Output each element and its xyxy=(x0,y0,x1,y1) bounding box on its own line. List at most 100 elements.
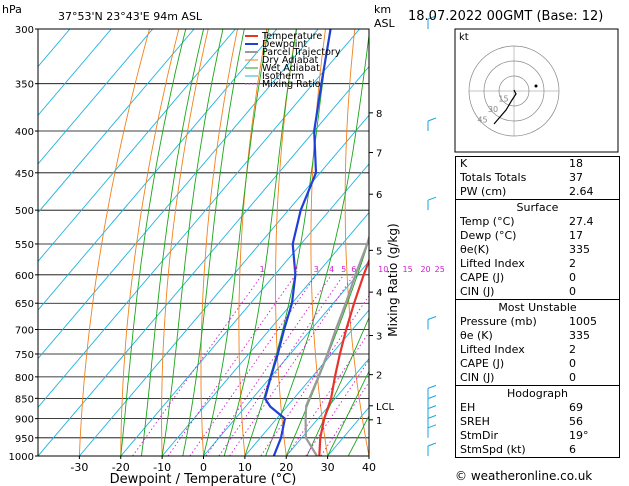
surface-row: Dewp (°C) 17 xyxy=(456,229,619,243)
isotherm-line xyxy=(38,29,278,311)
surface-row: θe(K) 335 xyxy=(456,243,619,257)
mixing-ratio-line xyxy=(229,274,355,456)
wind-barb-flag xyxy=(427,424,437,429)
mixing-ratio-line xyxy=(305,359,369,456)
surface-row: CAPE (J) 0 xyxy=(456,271,619,285)
mixing-ratio-line xyxy=(205,274,332,456)
altitude-tick-label: 8 xyxy=(376,109,382,120)
hodograph-kt-label: kt xyxy=(459,32,469,43)
altitude-tick-label: 2 xyxy=(376,371,382,382)
temperature-tick-label: -20 xyxy=(112,461,130,474)
altitude-tick-label: 1 xyxy=(376,416,382,427)
wind-barb-flag xyxy=(427,384,437,389)
surface-label: CAPE (J) xyxy=(460,271,505,284)
indices-panel: K 18 Totals Totals 37 PW (cm) 2.64 Surface Te… xyxy=(455,156,620,458)
wet-adiabat-line xyxy=(120,29,187,456)
index-value: 37 xyxy=(569,171,583,184)
wind-barb-flag xyxy=(427,414,437,419)
surface-label: Lifted Index xyxy=(460,257,525,270)
most-unstable-label: CAPE (J) xyxy=(460,357,505,370)
hodograph-stat-label: SREH xyxy=(460,415,490,428)
hodograph-frame xyxy=(454,28,619,153)
most-unstable-label: θe (K) xyxy=(460,329,493,342)
mixing-ratio-line xyxy=(132,274,263,456)
legend-entry: Temperature xyxy=(261,31,322,42)
isotherm-line xyxy=(38,29,112,116)
pressure-tick-label: 750 xyxy=(15,350,34,361)
pressure-tick-label: 800 xyxy=(15,373,34,384)
hodograph-stat-label: StmDir xyxy=(460,429,499,442)
axes: 1 2 3 4 5 6 10 15 20 2530035040045050055060065070… xyxy=(9,25,445,474)
parcel-trajectory-profile xyxy=(304,234,369,456)
pressure-tick-label: 650 xyxy=(15,299,34,310)
dry-adiabat-line xyxy=(78,29,150,456)
hodograph-storm-marker xyxy=(534,84,538,88)
legend-entry: Dewpoint xyxy=(262,39,307,50)
mixing-ratio-label: 25 xyxy=(435,265,445,274)
hodograph-stat-row: SREH 56 xyxy=(456,415,619,429)
wind-barb-flag xyxy=(427,316,437,320)
wet-adiabat-line xyxy=(285,238,369,456)
hodograph-trace xyxy=(493,89,517,125)
temperature-tick-label: 30 xyxy=(321,461,335,474)
dry-adiabat-line xyxy=(411,29,452,456)
isotherm-line xyxy=(38,65,369,456)
wind-barb-flag xyxy=(427,117,437,122)
dewpoint-profile xyxy=(263,29,332,456)
index-label: K xyxy=(460,157,468,170)
mixing-ratio-label: 1 xyxy=(260,265,265,274)
pressure-tick-label: 900 xyxy=(15,415,34,426)
temperature-tick-label: -10 xyxy=(153,461,171,474)
hodograph-stat-label: StmSpd (kt) xyxy=(460,443,526,456)
units-km: km xyxy=(374,3,391,16)
location-label: 37°53'N 23°43'E 94m ASL xyxy=(58,10,203,23)
hodograph-stat-value: 19° xyxy=(569,429,589,442)
x-axis-title: Dewpoint / Temperature (°C) xyxy=(110,472,297,486)
isotherm-line xyxy=(38,29,71,68)
most-unstable-row: CIN (J) 0 xyxy=(456,371,619,385)
hodograph-stat-value: 69 xyxy=(569,401,583,414)
hodograph-ring-label: 45 xyxy=(477,116,487,125)
hodograph-stat-value: 56 xyxy=(569,415,583,428)
profiles xyxy=(263,29,369,456)
most-unstable-row: Lifted Index 2 xyxy=(456,343,619,357)
index-row: Totals Totals 37 xyxy=(456,171,619,185)
hodograph-stat-row: EH 69 xyxy=(456,401,619,415)
wet-adiabat-line xyxy=(140,29,205,456)
most-unstable-label: Lifted Index xyxy=(460,343,525,356)
hodograph-stat-row: StmSpd (kt) 6 xyxy=(456,443,619,457)
pressure-tick-label: 700 xyxy=(15,326,34,337)
surface-label: CIN (J) xyxy=(460,285,495,298)
units-hpa: hPa xyxy=(2,3,22,16)
footer-credit: © weatheronline.co.uk xyxy=(455,469,593,483)
isotherm-line xyxy=(120,163,369,456)
wind-barb-flag xyxy=(427,15,437,20)
index-value: 2.64 xyxy=(569,185,594,198)
dry-adiabat-line xyxy=(238,29,268,456)
most-unstable-value: 335 xyxy=(569,329,590,342)
wet-adiabat-line xyxy=(182,29,245,456)
most-unstable-value: 0 xyxy=(569,371,576,384)
altitude-tick-label: 4 xyxy=(376,288,382,299)
isotherm-line xyxy=(285,357,369,456)
mixing-ratio-axis-title: Mixing Ratio (g/kg) xyxy=(386,223,400,336)
surface-value: 2 xyxy=(569,257,576,270)
wet-adiabat-line xyxy=(265,32,369,456)
altitude-tick-label: LCL xyxy=(376,402,395,413)
wind-barb-flag xyxy=(427,395,437,400)
mixing-ratio-label: 10 xyxy=(378,265,388,274)
surface-label: Temp (°C) xyxy=(460,215,515,228)
surface-title: Surface xyxy=(456,199,619,215)
temperature-tick-label: 10 xyxy=(238,461,252,474)
mixing-ratio-label: 15 xyxy=(403,265,413,274)
hodograph-ring-label: 15 xyxy=(498,95,508,104)
mixing-ratio-line xyxy=(320,381,369,456)
wind-barb-flag xyxy=(427,442,437,447)
mixing-ratio-label: 20 xyxy=(420,265,430,274)
hodograph-ring-label: 30 xyxy=(488,105,498,114)
most-unstable-label: CIN (J) xyxy=(460,371,495,384)
most-unstable-title: Most Unstable xyxy=(456,299,619,315)
most-unstable-row: θe (K) 335 xyxy=(456,329,619,343)
